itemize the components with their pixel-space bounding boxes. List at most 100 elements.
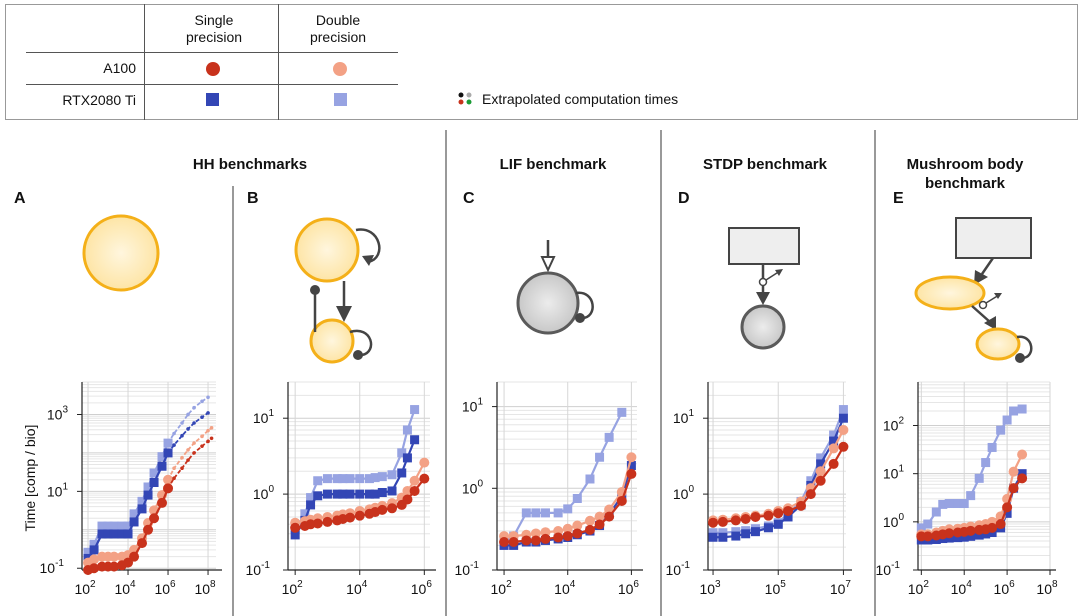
plot-b-y-tick-label: 100: [253, 484, 275, 502]
plot-a-a100-single-point: [109, 561, 120, 572]
plot-b-rtx-single-point: [332, 489, 342, 499]
plot-d-a100-single-point: [783, 505, 794, 516]
plot-b-rtx-double-point: [313, 476, 323, 486]
plot-e-rtx-double-point: [1009, 406, 1019, 416]
plot-d-a100-single-point: [717, 516, 728, 527]
diagram-b: [294, 217, 381, 364]
plot-e-y-tick-label: 101: [883, 464, 905, 482]
plot-b-rtx-single-point: [364, 489, 374, 499]
plot-e-rtx-double-point: [916, 523, 926, 533]
plot-d-a100-double-point: [838, 424, 849, 435]
panel-label-d: D: [678, 190, 690, 207]
plot-b-a100-single-point: [377, 504, 388, 515]
diagram-d-neuron: [740, 304, 786, 350]
plot-a-rtx-double-point: [137, 496, 147, 506]
diagram-e-kc-pop: [914, 275, 986, 311]
legend-col-single: Single precision: [185, 12, 243, 45]
plot-a-rtx-double-point: [97, 521, 107, 531]
plot-a-rtx-double-point: [157, 452, 167, 462]
plot-b-rtx-single-point: [306, 500, 316, 510]
plot-c-a100-single-point: [530, 535, 541, 546]
plot-d-rtx-single-point: [763, 523, 773, 533]
diagram-b-self-loop-top: [355, 228, 381, 264]
legend-vline-2: [278, 4, 279, 120]
plot-b-a100-single-point: [409, 485, 420, 496]
diagram-b-inh-to-exc-head: [310, 285, 320, 295]
legend-row-a100: A100: [103, 60, 136, 76]
plot-e-rtx-double-point: [1002, 415, 1012, 425]
plot-d-a100-double-point: [828, 443, 839, 454]
plot-b-rtx-double-point: [300, 509, 310, 519]
plot-a-rtx-double-point: [83, 547, 93, 557]
plot-c-a100-double-point: [562, 523, 573, 534]
plot-c-rtx-double-point: [585, 474, 595, 484]
plot-b-a100-single-point: [387, 503, 398, 514]
plot-a-a100-single-extrapolated-point: [209, 436, 214, 441]
plot-d: 103 105 107 10-1 100 101: [666, 381, 852, 597]
plot-e-a100-double-point: [1008, 466, 1019, 477]
plot-b-x-tick-label: 106: [411, 579, 433, 597]
plot-d-rtx-double-point: [816, 453, 826, 463]
diagram-e-kc-to-out-head: [984, 316, 996, 330]
plot-a-rtx-double-point: [89, 539, 99, 549]
plot-d-rtx-single-point: [741, 529, 751, 539]
plot-c-rtx-double-point: [540, 508, 550, 518]
legend-row-rtx: RTX2080 Ti: [62, 92, 136, 108]
plot-a-rtx-single-point: [109, 529, 119, 539]
panel-label-a: A: [14, 190, 26, 207]
plot-e-a100-single-point: [944, 528, 955, 539]
plot-b-rtx-single-point: [345, 489, 355, 499]
plot-a-rtx-single-extrapolated-point: [200, 415, 204, 419]
plot-a-a100-single-extrapolated-point: [192, 451, 196, 455]
panel-label-e: E: [893, 190, 904, 207]
plot-b-rtx-single-point: [370, 489, 380, 499]
plot-b: 102 104 106 10-1 100 101: [246, 381, 436, 597]
plot-e-rtx-single-point: [953, 533, 963, 543]
legend-marker-rtx-double: [334, 93, 347, 106]
plot-b-a100-single-point: [322, 516, 333, 527]
plot-b-a100-double-point: [419, 457, 430, 468]
plot-a-x-tick-label: 106: [154, 579, 176, 597]
plot-d-a100-single-point: [750, 511, 761, 522]
plot-e-x-tick-label: 104: [951, 579, 973, 597]
plot-a-a100-double-extrapolated-point: [192, 441, 196, 445]
diagram-e-output-pop: [975, 327, 1021, 361]
legend-marker-a100-single: [206, 62, 220, 76]
plot-a-a100-double-point: [89, 554, 100, 565]
plot-c-rtx-double-point: [572, 494, 582, 504]
plot-e: 102 104 106 108 10-1 100 101 102: [876, 381, 1058, 597]
plot-d-a100-single-point: [730, 515, 741, 526]
plot-c-a100-double-point: [626, 452, 637, 463]
plot-c-y-tick-label: 100: [462, 478, 484, 496]
plot-d-x-tick-label: 105: [765, 579, 787, 597]
plot-d-rtx-double-point: [718, 528, 728, 538]
plot-e-y-tick-label: 102: [883, 415, 905, 433]
plot-d-a100-single-point: [773, 508, 784, 519]
panel-label-b: B: [247, 190, 259, 207]
plot-d-rtx-double-point: [829, 430, 839, 440]
plot-e-a100-single-point: [1002, 502, 1013, 513]
plot-b-a100-single-point: [402, 494, 413, 505]
legend-hline-1: [26, 52, 398, 53]
legend-hline-2: [26, 84, 398, 85]
plot-a-a100-single-point: [157, 497, 168, 508]
plot-a-rtx-double-point: [117, 521, 127, 531]
plot-e-rtx-double-point: [938, 499, 948, 509]
diagram-e-input-pop: [955, 217, 1032, 259]
plot-b-rtx-double-line: [294, 409, 416, 531]
plot-a-a100-single-extrapolated-point: [186, 458, 190, 462]
plot-a-a100-single-extrapolated-point: [180, 466, 184, 471]
plot-c-a100-double-point: [530, 528, 541, 539]
plot-a: 102 104 106 108 10-1 101 103: [40, 381, 222, 597]
plot-e-rtx-double-point: [931, 507, 941, 517]
legend-vline-1: [144, 4, 145, 120]
plot-a-rtx-single-extrapolated-point: [206, 411, 210, 415]
diagram-e-input-arrow-head: [974, 270, 988, 285]
plot-a-rtx-single-point: [117, 529, 127, 539]
plot-e-rtx-double-point: [959, 499, 969, 509]
plot-c-x-tick-label: 104: [554, 579, 576, 597]
plot-b-rtx-double-point: [306, 493, 316, 503]
plot-a-y-tick-label: 101: [47, 481, 69, 499]
panel-label-c: C: [463, 190, 475, 207]
